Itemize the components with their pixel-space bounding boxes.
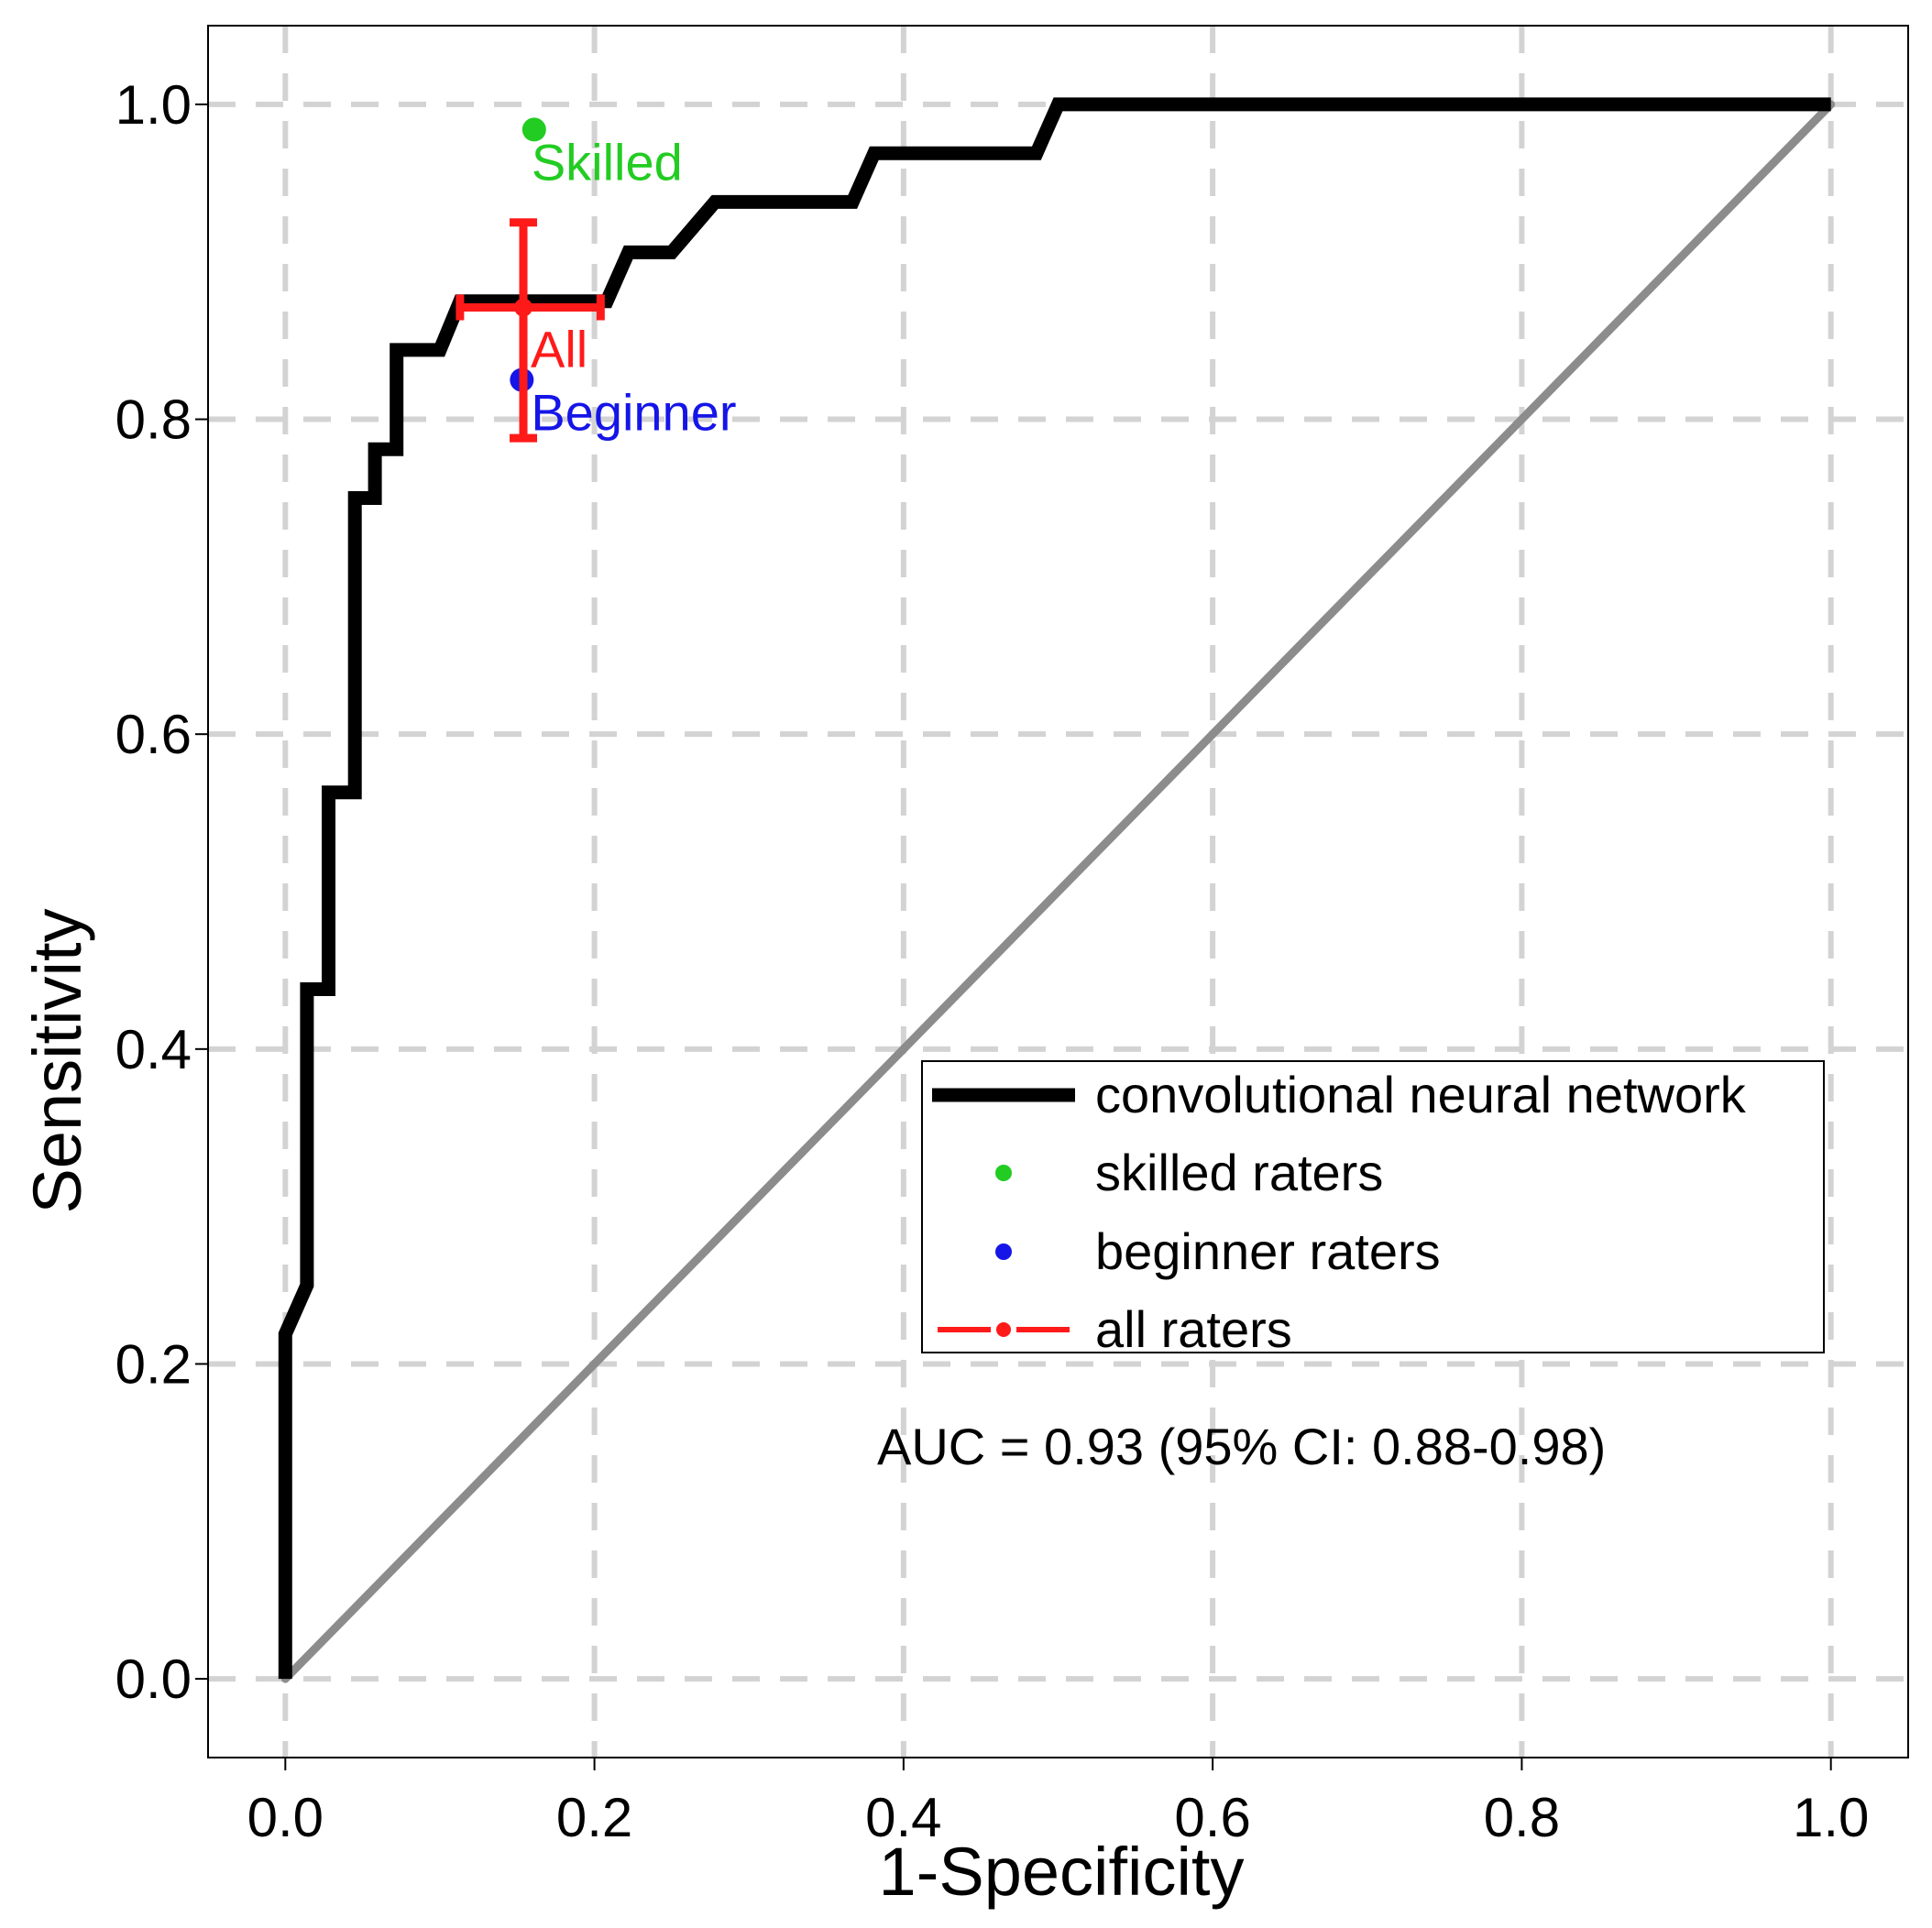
cnn-roc-curve: [278, 97, 1831, 1680]
all-point-label: All: [531, 321, 587, 378]
x-axis-label: 1-Specificity: [879, 1834, 1245, 1910]
chance-diagonal-line: [280, 100, 1836, 1683]
y-tick-label: 0.2: [115, 1333, 192, 1395]
legend: convolutional neural network skilled rate…: [921, 1060, 1825, 1358]
y-tick-label: 1.0: [115, 74, 192, 136]
legend-key-point: [996, 1322, 1011, 1337]
plot-frame: [207, 25, 1909, 1758]
all-raters-point: [514, 298, 533, 317]
x-tick-label: 0.6: [1174, 1787, 1250, 1848]
grid: [208, 26, 1908, 1758]
legend-box: [921, 1060, 1825, 1353]
y-tick-label: 0.8: [115, 389, 192, 451]
y-axis-label: Sensitivity: [19, 908, 95, 1213]
x-axis-ticks: 0.0 0.2 0.4 0.6 0.8 1.0: [247, 1758, 1869, 1848]
legend-label: convolutional neural network: [1095, 1066, 1747, 1123]
x-tick-label: 1.0: [1793, 1787, 1869, 1848]
rater-layer: Skilled Beginner All: [456, 117, 737, 443]
legend-label: skilled raters: [1095, 1144, 1383, 1201]
y-tick-label: 0.6: [115, 704, 192, 765]
x-tick-label: 0.4: [865, 1787, 941, 1848]
series-layer: [278, 97, 1836, 1683]
skilled-raters-point: [521, 117, 546, 142]
beginner-point-label: Beginner: [531, 384, 736, 442]
legend-label: beginner raters: [1095, 1222, 1441, 1280]
x-tick-label: 0.2: [556, 1787, 632, 1848]
legend-key-point: [995, 1165, 1012, 1181]
legend-label: all raters: [1095, 1300, 1292, 1358]
legend-key-point: [995, 1243, 1012, 1260]
x-tick-label: 0.8: [1484, 1787, 1560, 1848]
auc-annotation: AUC = 0.93 (95% CI: 0.88-0.98): [877, 1418, 1606, 1475]
y-axis-ticks: 0.0 0.2 0.4 0.6 0.8 1.0: [115, 74, 208, 1710]
y-tick-label: 0.4: [115, 1019, 192, 1080]
skilled-point-label: Skilled: [532, 133, 683, 191]
y-tick-label: 0.0: [115, 1649, 192, 1710]
x-tick-label: 0.0: [247, 1787, 324, 1848]
